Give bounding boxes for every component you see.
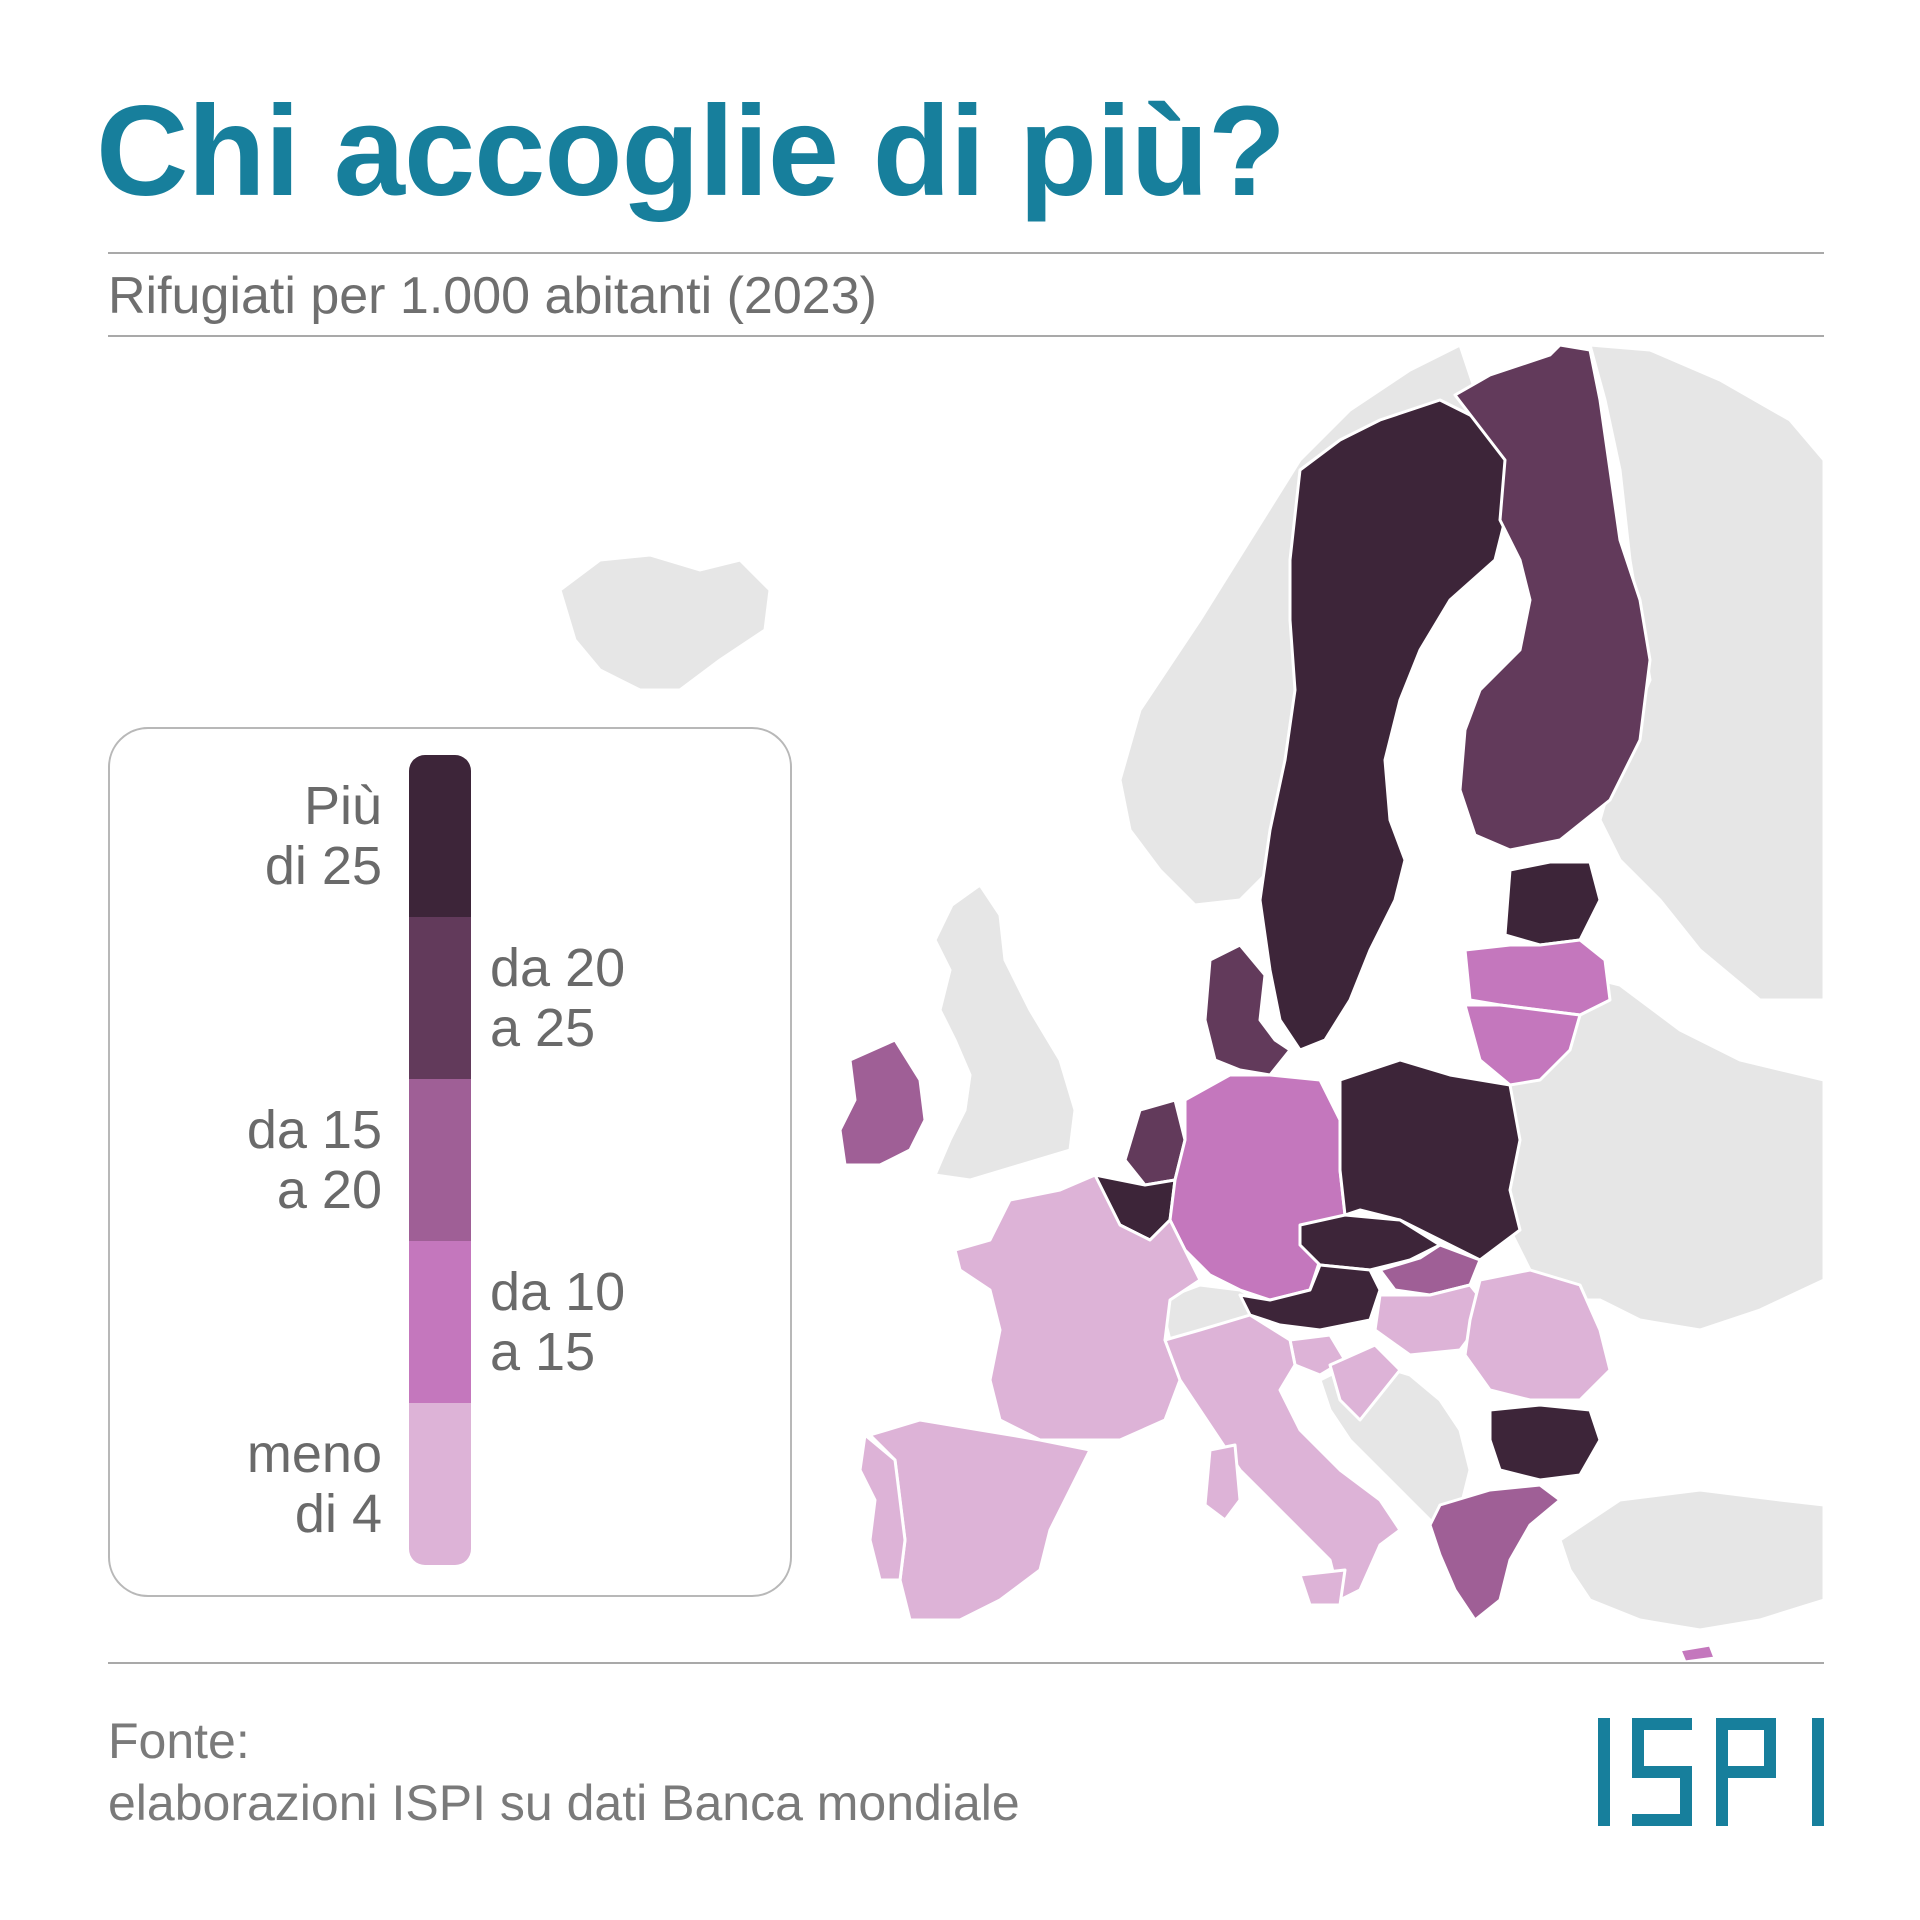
- turkey: [1558, 1488, 1826, 1632]
- country-romania: [1463, 1268, 1612, 1402]
- country-austria: [1238, 1263, 1382, 1332]
- country-latvia: [1463, 938, 1612, 1017]
- divider-under-subtitle: [108, 335, 1824, 337]
- source-note: Fonte: elaborazioni ISPI su dati Banca m…: [108, 1710, 1020, 1834]
- page-title: Chi accoglie di più?: [96, 80, 1286, 223]
- country-bulgaria: [1488, 1403, 1602, 1482]
- country-denmark: [1203, 943, 1292, 1077]
- country-sardinia: [1203, 1443, 1242, 1522]
- ispi-logo: [1598, 1718, 1824, 1826]
- country-france: [953, 1173, 1202, 1442]
- legend-swatch-3: [409, 1241, 471, 1403]
- subtitle: Rifugiati per 1.000 abitanti (2023): [108, 267, 877, 325]
- legend-swatch-0: [409, 755, 471, 917]
- country-slovakia: [1378, 1243, 1482, 1297]
- legend-swatch-4: [409, 1403, 471, 1565]
- country-cyprus: [1678, 1643, 1717, 1664]
- country-sicily: [1298, 1568, 1347, 1607]
- legend-label-0: Più di 25: [264, 776, 382, 896]
- country-estonia: [1503, 860, 1602, 947]
- eu-countries: [838, 343, 1717, 1664]
- source-text: elaborazioni ISPI su dati Banca mondiale: [108, 1775, 1020, 1831]
- legend-swatch-1: [409, 917, 471, 1079]
- country-ireland: [838, 1038, 927, 1167]
- country-croatia: [1328, 1343, 1402, 1422]
- legend-swatch-2: [409, 1079, 471, 1241]
- divider-bottom: [108, 1662, 1824, 1664]
- legend-color-bar: [409, 755, 471, 1565]
- legend-label-3: da 10 a 15: [490, 1262, 626, 1382]
- russia-north: [1587, 343, 1826, 1002]
- iceland: [558, 553, 772, 692]
- country-lithuania: [1463, 1003, 1582, 1087]
- logo-letters: [1598, 1718, 1824, 1826]
- legend-label-4: meno di 4: [246, 1424, 382, 1544]
- legend-label-2: da 15 a 20: [246, 1100, 382, 1220]
- divider-top: [108, 252, 1824, 254]
- country-greece: [1428, 1483, 1562, 1622]
- country-portugal: [858, 1433, 907, 1582]
- source-label: Fonte:: [108, 1713, 250, 1769]
- great-britain: [932, 882, 1077, 1182]
- legend-label-1: da 20 a 25: [490, 938, 626, 1058]
- country-finland: [1453, 343, 1652, 852]
